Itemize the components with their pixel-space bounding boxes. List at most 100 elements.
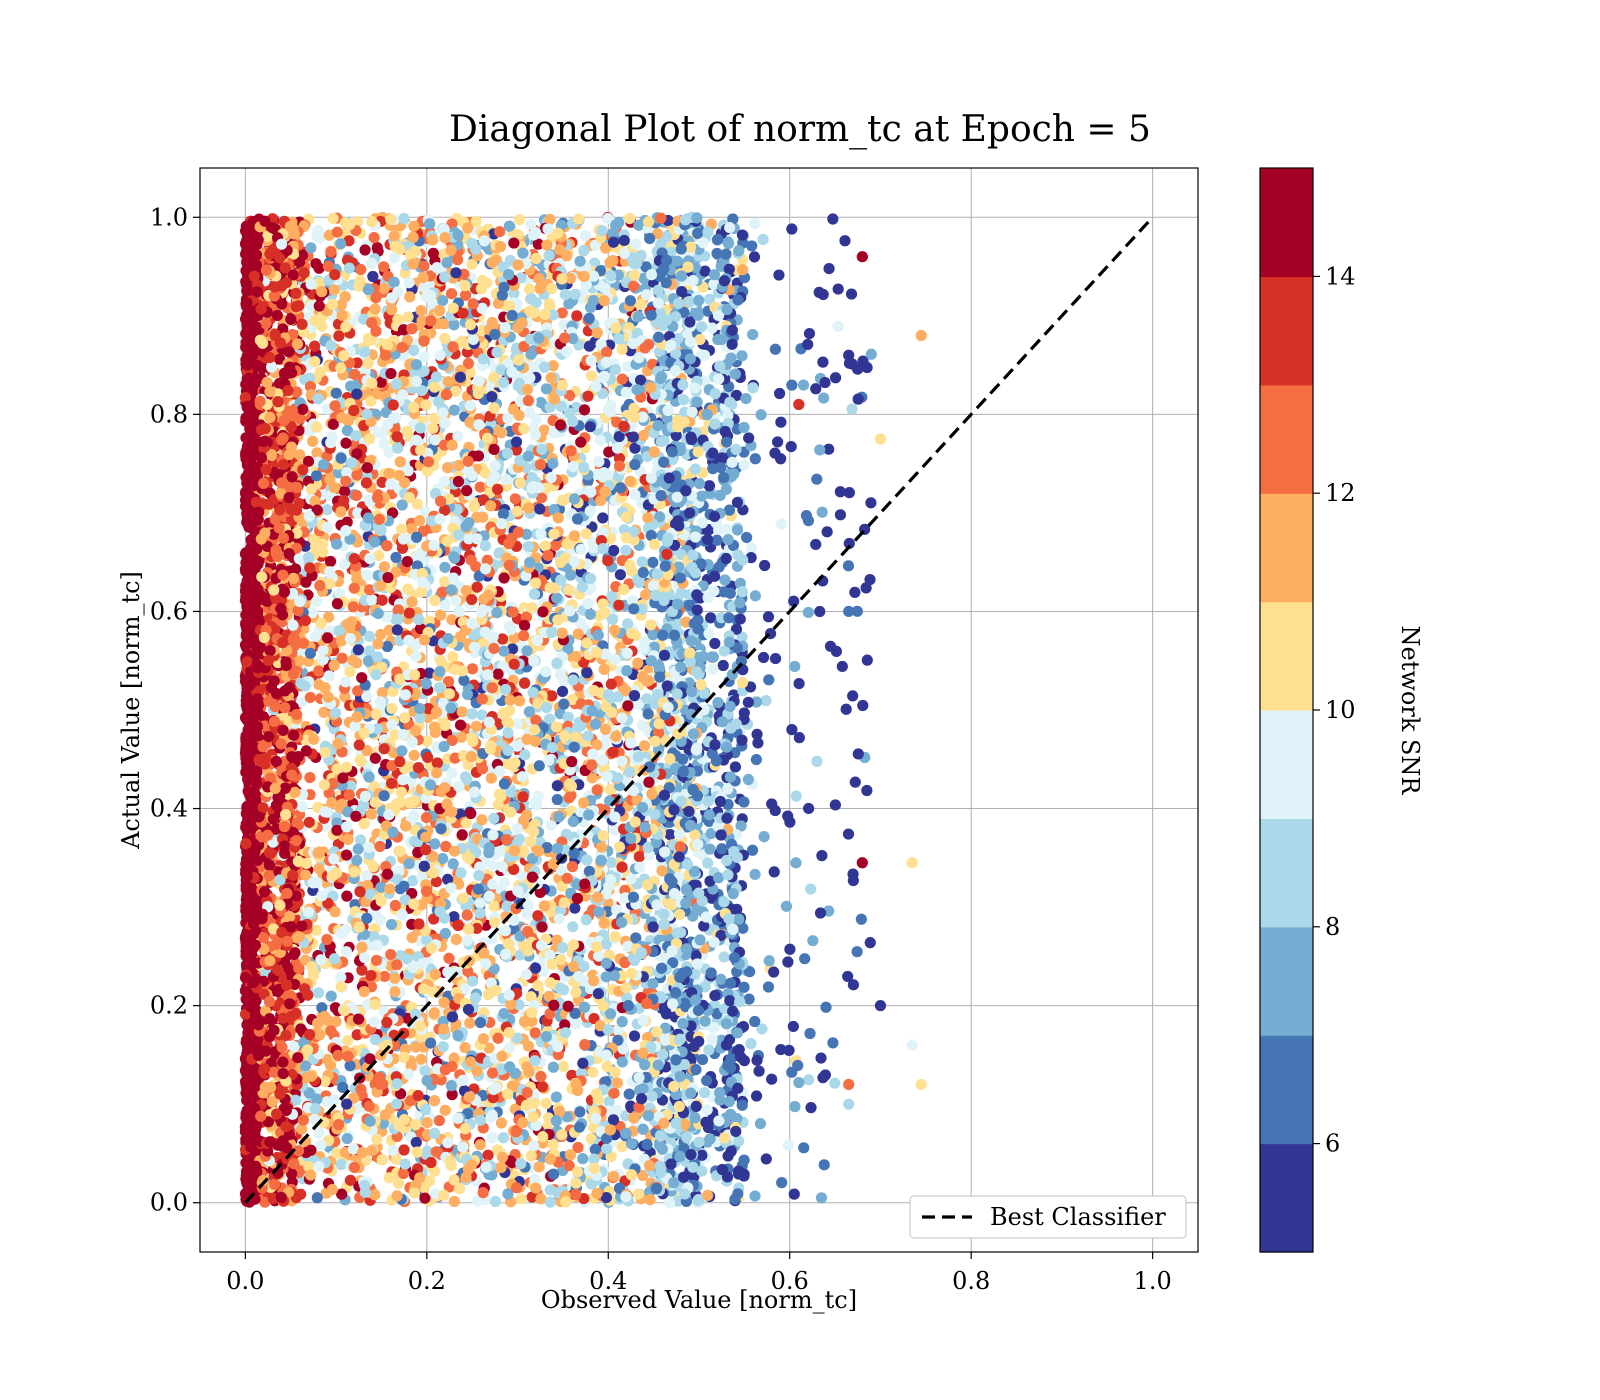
scatter-point	[733, 1135, 745, 1147]
scatter-point	[443, 952, 455, 964]
scatter-point	[305, 483, 317, 495]
scatter-point	[773, 387, 786, 400]
scatter-point	[597, 512, 609, 524]
scatter-point	[749, 217, 761, 229]
scatter-point	[708, 936, 720, 948]
scatter-point	[609, 824, 621, 836]
scatter-point	[495, 1117, 508, 1129]
scatter-point	[793, 732, 805, 744]
scatter-point	[497, 1132, 510, 1144]
scatter-point	[803, 327, 816, 340]
scatter-point	[321, 1096, 333, 1108]
scatter-point	[786, 724, 798, 736]
scatter-point	[799, 953, 811, 965]
scatter-point	[847, 690, 859, 702]
scatter-point	[706, 1033, 718, 1045]
scatter-point	[439, 1104, 451, 1116]
scatter-point	[323, 611, 335, 623]
scatter-point	[429, 594, 441, 607]
scatter-point	[497, 1151, 509, 1163]
scatter-point	[564, 1149, 577, 1161]
scatter-point	[356, 964, 368, 976]
scatter-point	[311, 1192, 323, 1204]
scatter-point	[736, 631, 748, 643]
scatter-point	[520, 968, 532, 981]
scatter-point	[340, 437, 352, 449]
scatter-point	[811, 755, 823, 767]
scatter-point	[409, 824, 421, 836]
scatter-point	[709, 989, 721, 1002]
scatter-point	[366, 594, 378, 606]
scatter-point	[378, 261, 390, 273]
scatter-point	[724, 587, 736, 599]
scatter-point	[486, 1067, 499, 1079]
scatter-point	[829, 1077, 841, 1089]
scatter-point	[459, 1042, 471, 1054]
scatter-point	[489, 1195, 502, 1208]
scatter-point	[824, 640, 837, 652]
scatter-point	[815, 1052, 827, 1064]
scatter-point	[482, 1149, 494, 1161]
scatter-point	[702, 1189, 714, 1202]
scatter-point	[448, 319, 460, 331]
scatter-point	[740, 392, 752, 405]
scatter-point	[369, 922, 381, 935]
scatter-point	[313, 665, 325, 677]
scatter-point	[571, 310, 583, 322]
scatter-point	[827, 213, 839, 225]
scatter-point	[703, 1044, 715, 1056]
scatter-point	[410, 1136, 422, 1149]
scatter-point	[341, 890, 353, 902]
scatter-point	[803, 802, 815, 815]
scatter-point	[846, 403, 858, 415]
scatter-point	[753, 1065, 765, 1077]
scatter-point	[415, 1053, 427, 1065]
scatter-point	[390, 1098, 403, 1110]
scatter-point	[737, 264, 749, 276]
scatter-point	[784, 943, 796, 955]
scatter-point	[241, 359, 254, 371]
scatter-point	[754, 1118, 767, 1130]
scatter-point	[476, 814, 488, 826]
scatter-point	[855, 913, 867, 925]
chart-title: Diagonal Plot of norm_tc at Epoch = 5	[449, 109, 1151, 150]
scatter-point	[611, 1077, 623, 1089]
scatter-point	[803, 1074, 815, 1086]
scatter-point	[534, 503, 546, 515]
scatter-point	[696, 1053, 709, 1066]
scatter-point	[629, 458, 641, 471]
scatter-point	[768, 866, 780, 878]
scatter-point	[842, 828, 855, 840]
scatter-point	[546, 690, 558, 702]
scatter-point	[487, 860, 499, 872]
scatter-point	[811, 473, 823, 485]
scatter-point	[793, 677, 805, 690]
scatter-point	[865, 497, 877, 509]
scatter-point	[789, 1101, 801, 1113]
scatter-point	[757, 651, 770, 664]
scatter-point	[605, 678, 617, 690]
scatter-point	[378, 561, 391, 573]
scatter-point	[439, 561, 451, 573]
scatter-point	[782, 956, 794, 968]
scatter-point	[642, 708, 654, 720]
scatter-point	[817, 288, 829, 301]
scatter-point	[632, 657, 644, 669]
scatter-point	[819, 1069, 831, 1081]
scatter-point	[373, 549, 385, 562]
scatter-point	[738, 981, 750, 993]
scatter-point	[587, 1066, 599, 1078]
scatter-point	[447, 858, 459, 870]
scatter-point	[840, 703, 852, 715]
scatter-point	[447, 651, 459, 663]
scatter-point	[584, 608, 596, 620]
scatter-point	[817, 356, 829, 368]
scatter-point	[707, 663, 719, 675]
scatter-point	[547, 1168, 560, 1180]
scatter-point	[827, 1037, 839, 1049]
scatter-point	[776, 1177, 788, 1189]
scatter-point	[735, 820, 747, 832]
scatter-point	[745, 1038, 757, 1050]
scatter-point	[832, 283, 844, 295]
